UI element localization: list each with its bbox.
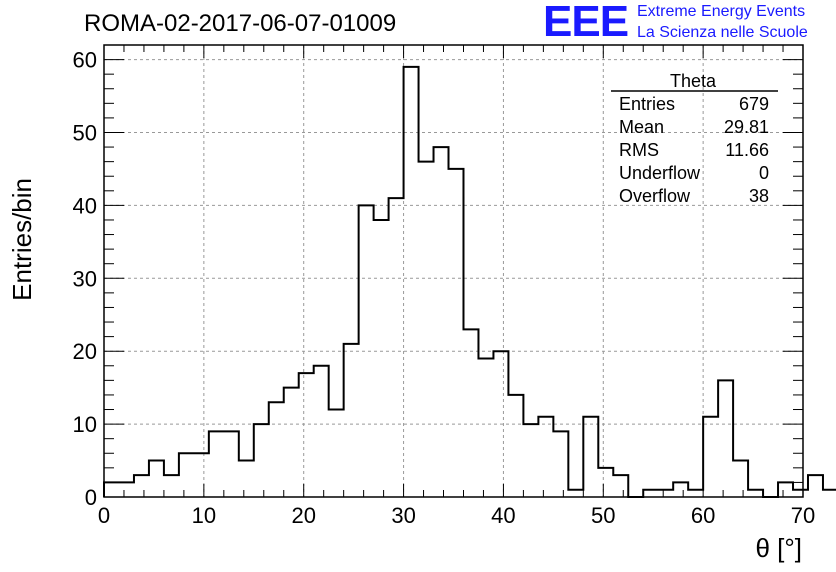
x-tick-label: 50	[591, 503, 615, 528]
logo-caption-line-2: La Scienza nelle Scuole	[637, 24, 808, 41]
stats-label: RMS	[619, 140, 659, 160]
y-tick-label: 60	[73, 48, 97, 73]
stats-box: Theta Entries 679 Mean 29.81 RMS 11.66 Underflo…	[611, 71, 778, 206]
eee-logo: EEE	[543, 0, 629, 46]
x-tick-label: 20	[291, 503, 315, 528]
x-tick-label: 30	[391, 503, 415, 528]
stats-label: Entries	[619, 94, 675, 114]
logo-caption-line-1: Extreme Energy Events	[637, 3, 806, 20]
tick-labels: 0 10 20 30 40 50 60 70 0 10 20 30 40 50 60	[73, 48, 816, 528]
y-axis-title: Entries/bin	[7, 178, 37, 301]
stats-label: Mean	[619, 117, 664, 137]
stats-value: 679	[739, 94, 769, 114]
stats-value: 0	[759, 163, 769, 183]
y-tick-label: 40	[73, 193, 97, 218]
stats-value: 38	[749, 186, 769, 206]
plot-frame	[103, 44, 804, 498]
stats-value: 11.66	[725, 140, 769, 160]
x-tick-label: 10	[192, 503, 216, 528]
stats-title: Theta	[670, 71, 717, 91]
page-title: ROMA-02-2017-06-07-01009	[84, 10, 397, 37]
grid-lines	[104, 45, 803, 497]
histogram-outline	[103, 65, 836, 498]
x-tick-label: 70	[791, 503, 815, 528]
y-tick-label: 10	[73, 412, 97, 437]
x-tick-label: 40	[491, 503, 515, 528]
x-axis-title: θ [°]	[755, 533, 802, 563]
x-tick-label: 60	[691, 503, 715, 528]
stats-label: Overflow	[619, 186, 691, 206]
y-tick-label: 30	[73, 266, 97, 291]
y-tick-label: 0	[85, 485, 97, 510]
stats-value: 29.81	[724, 117, 769, 137]
stats-label: Underflow	[619, 163, 701, 183]
y-tick-label: 50	[73, 120, 97, 145]
x-tick-label: 0	[98, 503, 110, 528]
axis-ticks	[103, 44, 804, 498]
plot-border	[103, 44, 804, 498]
y-tick-label: 20	[73, 339, 97, 364]
